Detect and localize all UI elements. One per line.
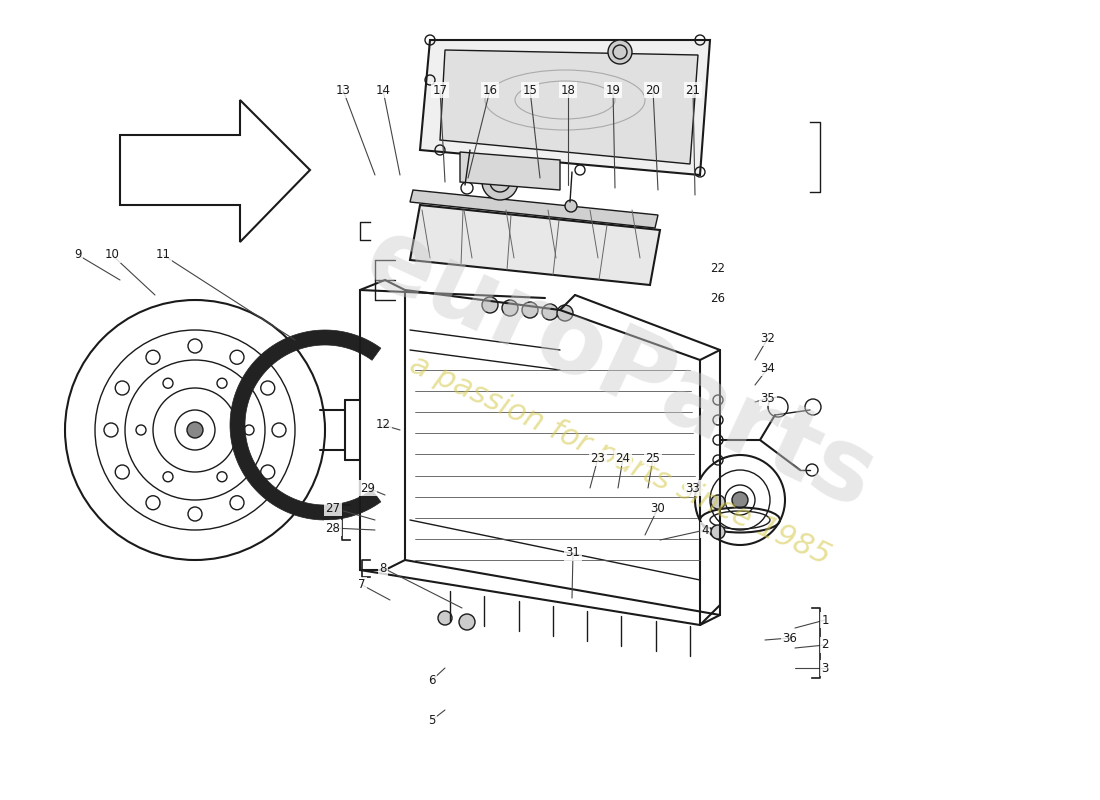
Text: 30: 30 (650, 502, 666, 514)
Circle shape (711, 495, 725, 509)
Text: 13: 13 (336, 83, 351, 97)
Text: 6: 6 (428, 674, 436, 686)
Polygon shape (420, 40, 710, 175)
Circle shape (187, 422, 204, 438)
Polygon shape (410, 190, 658, 228)
Text: 10: 10 (104, 249, 120, 262)
Text: 26: 26 (711, 291, 726, 305)
Text: 17: 17 (432, 83, 448, 97)
Text: 7: 7 (359, 578, 365, 591)
Circle shape (557, 305, 573, 321)
Text: 14: 14 (375, 83, 390, 97)
Text: 19: 19 (605, 83, 620, 97)
Text: 12: 12 (375, 418, 390, 431)
Text: 4: 4 (702, 523, 708, 537)
Text: 36: 36 (782, 631, 797, 645)
Text: 22: 22 (711, 262, 726, 274)
Polygon shape (410, 205, 660, 285)
Circle shape (482, 164, 518, 200)
Polygon shape (230, 330, 381, 520)
Circle shape (732, 492, 748, 508)
Polygon shape (460, 152, 560, 190)
Circle shape (482, 297, 498, 313)
Circle shape (502, 300, 518, 316)
Circle shape (438, 611, 452, 625)
Text: 27: 27 (326, 502, 341, 514)
Text: 33: 33 (685, 482, 701, 494)
Text: 29: 29 (361, 482, 375, 494)
Circle shape (608, 40, 632, 64)
Text: 32: 32 (760, 331, 775, 345)
Polygon shape (440, 50, 698, 164)
Circle shape (542, 304, 558, 320)
Circle shape (459, 614, 475, 630)
Text: 9: 9 (75, 249, 81, 262)
Text: 15: 15 (522, 83, 538, 97)
Text: 5: 5 (428, 714, 436, 726)
Text: a passion for parts since 1985: a passion for parts since 1985 (405, 350, 835, 570)
Circle shape (522, 302, 538, 318)
Text: 31: 31 (565, 546, 581, 559)
Text: 16: 16 (483, 83, 497, 97)
Circle shape (565, 200, 578, 212)
Text: 25: 25 (646, 451, 660, 465)
Text: 8: 8 (379, 562, 387, 574)
Text: 18: 18 (561, 83, 575, 97)
Text: 2: 2 (822, 638, 828, 651)
Text: 34: 34 (760, 362, 775, 374)
Text: 21: 21 (685, 83, 701, 97)
Circle shape (711, 525, 725, 539)
Text: 24: 24 (616, 451, 630, 465)
Text: 3: 3 (822, 662, 828, 674)
Text: 1: 1 (822, 614, 828, 626)
Text: 35: 35 (760, 391, 775, 405)
Text: 20: 20 (646, 83, 660, 97)
Text: euroParts: euroParts (350, 210, 891, 530)
Text: 11: 11 (155, 249, 170, 262)
Text: 23: 23 (591, 451, 605, 465)
Text: 28: 28 (326, 522, 340, 534)
